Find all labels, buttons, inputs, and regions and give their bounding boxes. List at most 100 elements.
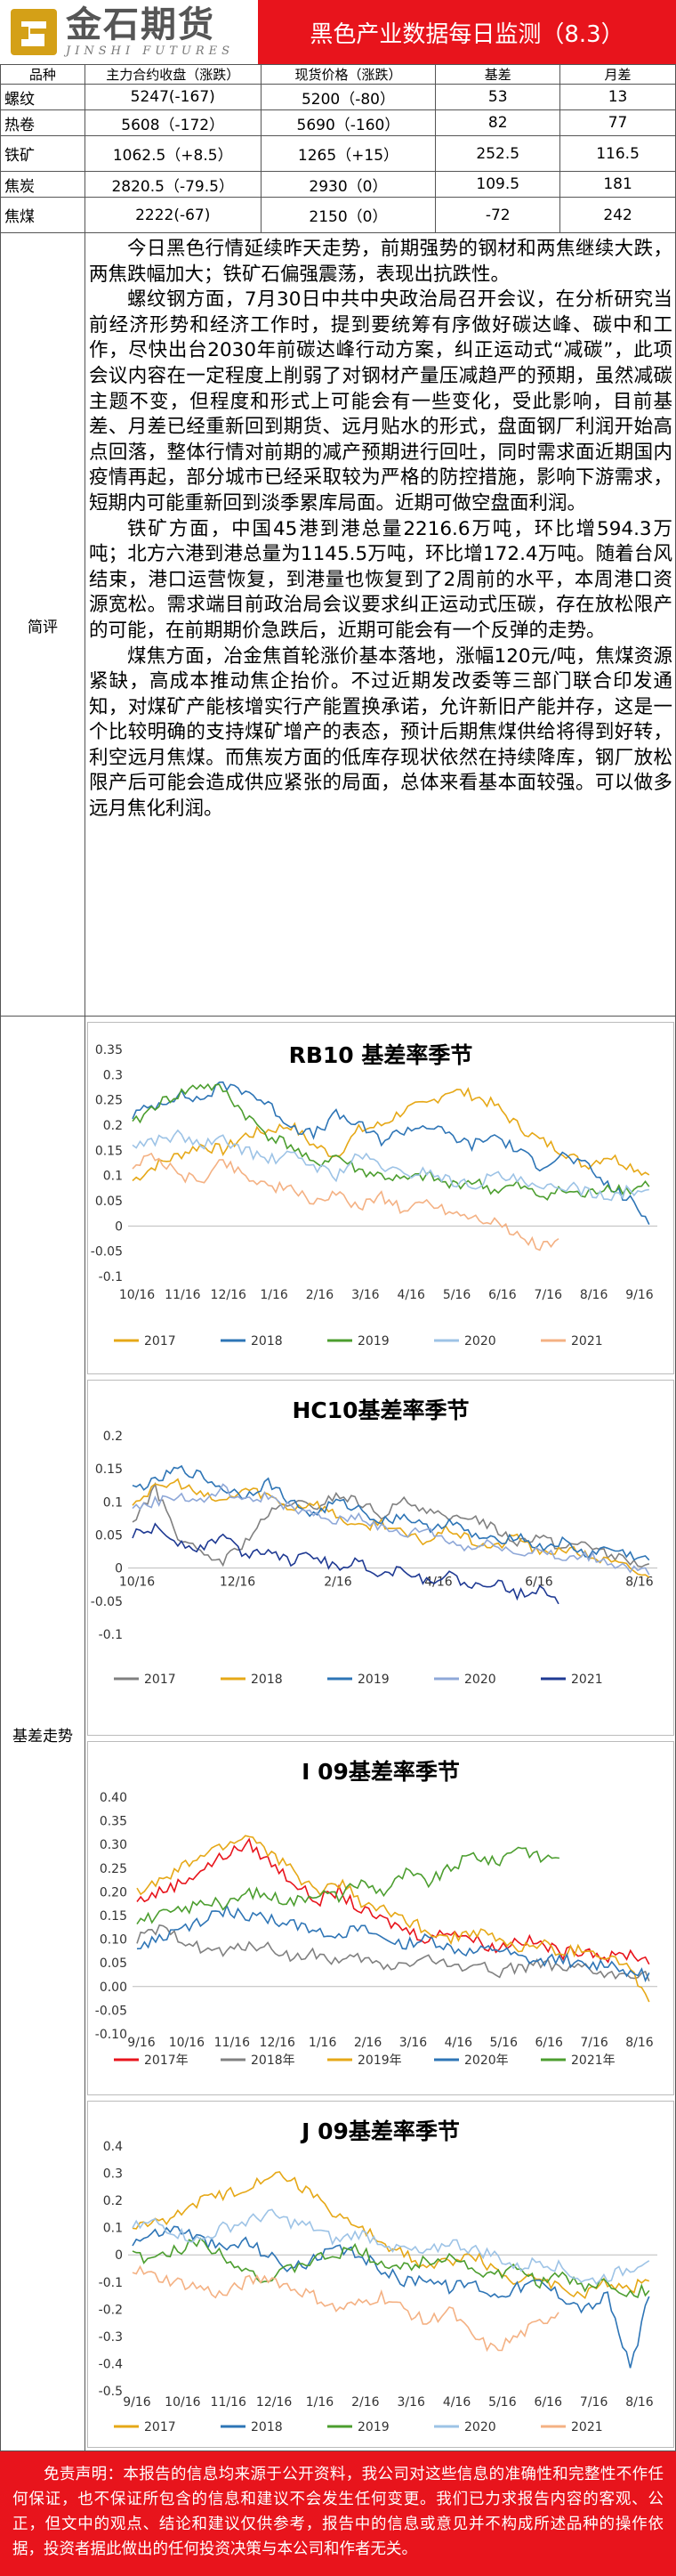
x-tick-label: 2/16 [324,1576,352,1590]
x-tick-label: 1/16 [260,1288,288,1302]
series-line [132,2225,650,2369]
legend-label: 2020年 [464,2054,509,2068]
table-cell: 铁矿 [0,135,85,172]
y-tick-label: 0 [115,1562,123,1576]
x-tick-label: 12/16 [260,2036,295,2050]
y-tick-label: 0.15 [95,1144,123,1158]
comment-body: 今日黑色行情延续昨天走势，前期强势的钢材和两焦继续大跌，两焦跌幅加大；铁矿石偏强… [89,237,672,822]
legend-label: 2021年 [571,2054,616,2068]
chart-rb10-svg: RB10 基差率季节 0.35 0.3 0.25 0.2 0.15 0.1 0.05 0 -0.0… [91,1042,657,1349]
x-tick-label: 4/16 [443,2395,471,2410]
x-tick-label: 8/16 [580,1288,608,1302]
disclaimer-text: 免责声明：本报告的信息均来源于公开资料，我公司对这些信息的准确性和完整性不作任何… [12,2466,664,2558]
chart-rb10: RB10 基差率季节 0.35 0.3 0.25 0.2 0.15 0.1 0.05 0 -0.0… [87,1022,674,1374]
legend-label: 2019 [358,1673,390,1687]
series-line [136,1903,650,1983]
price-table: 品种 主力合约收盘（涨跌） 现货价格（涨跌） 基差 月差 螺纹 5247(-16… [0,64,676,233]
table-cell: 1062.5（+8.5） [84,135,262,172]
y-tick-label: 0 [115,1219,123,1234]
y-tick-label: 0.2 [103,2194,123,2208]
x-tick-label: 1/16 [309,2036,337,2050]
x-tick-label: 9/16 [123,2395,151,2410]
x-tick-label: 1/16 [306,2395,334,2410]
legend-label: 2019 [358,2420,390,2434]
table-header-cell: 基差 [435,64,561,85]
series-line [132,1087,650,1182]
x-tick-label: 12/16 [211,1288,246,1302]
x-tick-label: 8/16 [625,1576,654,1590]
y-tick-label: 0.35 [100,1815,127,1829]
legend-label: 2017 [144,2420,176,2434]
table-row: 热卷 5608（-172） 5690（-160） 82 77 [0,109,676,136]
legend-label: 2020 [464,2420,496,2434]
y-tick-label: 0.3 [103,1068,123,1082]
x-tick-label: 11/16 [211,2395,246,2410]
x-tick-label: 6/16 [525,1576,553,1590]
y-tick-label: -0.3 [99,2330,123,2345]
table-cell: 116.5 [559,135,676,172]
x-tick-label: 12/16 [220,1576,255,1590]
y-tick-label: -0.1 [99,2276,123,2290]
table-cell: 1265（+15） [260,135,437,172]
table-cell: 77 [559,109,676,136]
chart-title: J 09基差率季节 [300,2118,460,2144]
table-header-cell: 品种 [0,64,85,85]
chart-j09-svg: J 09基差率季节 0.4 0.3 0.2 0.1 0 -0.1 -0.2 -0.3 -0.4 -0… [99,2118,657,2434]
series-line [132,1129,649,1202]
x-tick-label: 10/16 [119,1288,155,1302]
comment-paragraph: 铁矿方面，中国45港到港总量2216.6万吨，环比增594.3万吨；北方六港到港… [89,517,672,642]
y-tick-label: 0.05 [95,1195,123,1209]
series-line [136,1837,650,1965]
x-tick-label: 11/16 [165,1288,200,1302]
series-line [132,1083,650,1202]
x-tick-label: 2/16 [351,2395,380,2410]
table-cell: 242 [559,197,676,233]
report-header: 金石期货 JINSHI FUTURES 黑色产业数据每日监测（8.3） [0,0,676,64]
x-tick-label: 7/16 [580,2395,608,2410]
x-tick-label: 8/16 [625,2395,654,2410]
series-line [136,1835,650,2003]
x-tick-label: 6/16 [488,1288,517,1302]
series-line [132,1081,650,1225]
x-tick-label: 9/16 [127,2036,156,2050]
jinshi-logo-icon [11,9,57,55]
table-cell: 13 [559,84,676,110]
series-line [132,2208,650,2286]
y-tick-label: 0.15 [95,1462,123,1477]
table-header-cell: 现货价格（涨跌） [260,64,437,85]
x-tick-label: 2/16 [306,1288,334,1302]
legend-label: 2020 [464,1334,496,1349]
table-cell: 焦炭 [0,171,85,198]
series-line [132,2237,650,2298]
table-cell: 焦煤 [0,197,85,233]
x-tick-label: 6/16 [535,2036,563,2050]
legend-label: 2019年 [358,2054,402,2068]
table-cell: 109.5 [435,171,561,198]
x-tick-label: 7/16 [535,1288,563,1302]
legend-label: 2018年 [251,2054,295,2068]
company-logo: 金石期货 JINSHI FUTURES [0,0,258,64]
table-cell: 5200（-80） [260,84,437,110]
table-cell: 热卷 [0,109,85,136]
table-cell: 181 [559,171,676,198]
y-tick-label: 0.25 [95,1094,123,1108]
chart-i09-svg: I 09基差率季节 0.40 0.35 0.30 0.25 0.20 0.15 0.10 0.0… [95,1759,657,2068]
comment-label: 简评 [1,233,85,1017]
chart-hc10: HC10基差率季节 0.2 0.15 0.1 0.05 0 -0.05 -0.1 10/16 12… [87,1380,674,1736]
x-tick-label: 6/16 [535,2395,563,2410]
table-cell: 2150（0） [260,197,437,233]
table-row: 铁矿 1062.5（+8.5） 1265（+15） 252.5 116.5 [0,135,676,172]
x-tick-label: 3/16 [397,2395,425,2410]
series-line [136,1924,650,1981]
y-tick-label: 0.1 [103,1495,123,1510]
table-cell: 5608（-172） [84,109,262,136]
table-header-row: 品种 主力合约收盘（涨跌） 现货价格（涨跌） 基差 月差 [0,64,676,85]
table-header-cell: 主力合约收盘（涨跌） [84,64,262,85]
y-tick-label: 0.1 [103,2222,123,2236]
x-tick-label: 3/16 [351,1288,380,1302]
y-tick-label: 0.35 [95,1043,123,1057]
y-tick-label: 0.15 [100,1909,127,1924]
x-tick-label: 4/16 [397,1288,425,1302]
chart-section: 基差走势 RB10 基差率季节 0.35 0.3 0.25 0.2 0.15 0.1 0.05… [0,1017,676,2451]
series-line [132,2171,650,2300]
